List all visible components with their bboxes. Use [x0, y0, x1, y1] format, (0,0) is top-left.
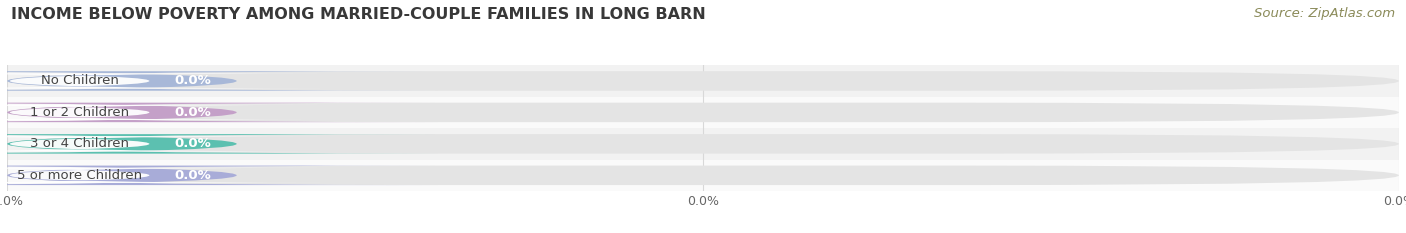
FancyBboxPatch shape: [0, 166, 439, 185]
Text: 5 or more Children: 5 or more Children: [17, 169, 142, 182]
FancyBboxPatch shape: [0, 105, 346, 120]
FancyBboxPatch shape: [0, 73, 346, 89]
Text: No Children: No Children: [41, 75, 118, 87]
FancyBboxPatch shape: [7, 71, 1399, 91]
Bar: [7, 97, 1399, 128]
Text: 0.0%: 0.0%: [174, 169, 211, 182]
Bar: [7, 160, 1399, 191]
Bar: [7, 65, 1399, 97]
FancyBboxPatch shape: [0, 136, 346, 151]
Text: Source: ZipAtlas.com: Source: ZipAtlas.com: [1254, 7, 1395, 20]
Text: INCOME BELOW POVERTY AMONG MARRIED-COUPLE FAMILIES IN LONG BARN: INCOME BELOW POVERTY AMONG MARRIED-COUPL…: [11, 7, 706, 22]
Text: 0.0%: 0.0%: [174, 75, 211, 87]
Text: 0.0%: 0.0%: [174, 106, 211, 119]
Text: 3 or 4 Children: 3 or 4 Children: [30, 137, 129, 150]
FancyBboxPatch shape: [0, 71, 439, 91]
Text: 1 or 2 Children: 1 or 2 Children: [30, 106, 129, 119]
FancyBboxPatch shape: [0, 168, 346, 183]
Bar: [7, 128, 1399, 160]
FancyBboxPatch shape: [0, 134, 439, 154]
FancyBboxPatch shape: [7, 103, 1399, 122]
FancyBboxPatch shape: [7, 166, 1399, 185]
FancyBboxPatch shape: [0, 103, 439, 122]
Text: 0.0%: 0.0%: [174, 137, 211, 150]
FancyBboxPatch shape: [7, 134, 1399, 154]
